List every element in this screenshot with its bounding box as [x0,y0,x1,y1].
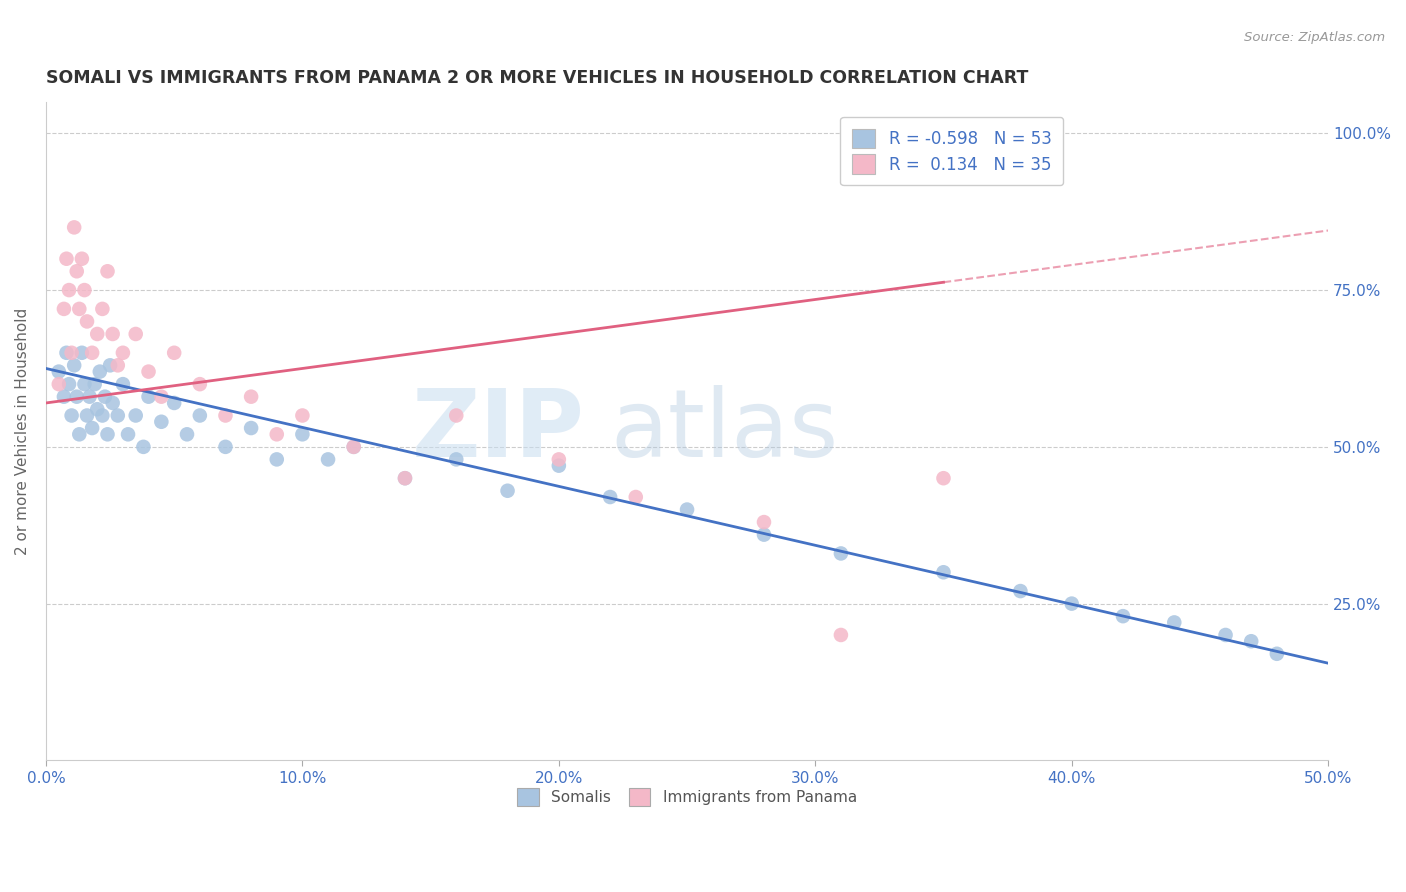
Point [101,326,124,341]
Point [70,346,93,360]
Point [52,390,75,404]
Text: SOMALI VS IMMIGRANTS FROM PANAMA 2 OR MORE VEHICLES IN HOUSEHOLD CORRELATION CHA: SOMALI VS IMMIGRANTS FROM PANAMA 2 OR MO… [46,69,1028,87]
Point [111,377,134,392]
Point [394,471,416,485]
Point [343,440,366,454]
Point [446,409,468,423]
Point [52,301,75,316]
Point [63,359,86,373]
Legend: Somalis, Immigrants from Panama: Somalis, Immigrants from Panama [512,782,863,812]
Point [91,409,114,423]
Point [547,452,569,467]
Point [73,377,96,392]
Point [98,359,121,373]
Point [86,326,108,341]
Point [63,220,86,235]
Point [107,409,129,423]
Point [107,359,129,373]
Point [60,346,83,360]
Text: Source: ZipAtlas.com: Source: ZipAtlas.com [1244,31,1385,45]
Point [67,301,90,316]
Point [125,326,148,341]
Point [83,377,105,392]
Point [1240,634,1263,648]
Point [624,490,647,504]
Point [932,471,955,485]
Point [830,546,852,560]
Point [932,566,955,580]
Y-axis label: 2 or more Vehicles in Household: 2 or more Vehicles in Household [15,308,30,555]
Point [188,377,211,392]
Point [96,427,118,442]
Point [394,471,416,485]
Point [73,283,96,297]
Point [1010,584,1032,599]
Point [48,365,70,379]
Point [240,421,263,435]
Point [58,377,80,392]
Point [60,409,83,423]
Point [67,427,90,442]
Point [82,421,104,435]
Point [176,427,198,442]
Point [752,527,775,541]
Point [150,415,173,429]
Point [1163,615,1185,630]
Point [132,440,155,454]
Point [291,409,314,423]
Point [58,283,80,297]
Point [76,314,98,328]
Point [240,390,263,404]
Text: atlas: atlas [610,385,838,477]
Point [214,440,236,454]
Point [138,390,160,404]
Point [89,365,111,379]
Point [266,452,288,467]
Point [343,440,366,454]
Point [111,346,134,360]
Point [66,390,89,404]
Point [86,402,108,417]
Point [496,483,519,498]
Point [150,390,173,404]
Point [752,515,775,529]
Point [163,346,186,360]
Point [163,396,186,410]
Point [188,409,211,423]
Point [266,427,288,442]
Point [91,301,114,316]
Point [117,427,139,442]
Point [1215,628,1237,642]
Point [94,390,117,404]
Point [291,427,314,442]
Point [138,365,160,379]
Point [676,502,699,516]
Point [547,458,569,473]
Point [1265,647,1288,661]
Point [55,346,77,360]
Point [48,377,70,392]
Point [55,252,77,266]
Point [70,252,93,266]
Point [830,628,852,642]
Text: ZIP: ZIP [412,385,585,477]
Point [82,346,104,360]
Point [79,390,101,404]
Point [446,452,468,467]
Point [96,264,118,278]
Point [125,409,148,423]
Point [316,452,339,467]
Point [214,409,236,423]
Point [1060,597,1083,611]
Point [66,264,89,278]
Point [76,409,98,423]
Point [101,396,124,410]
Point [599,490,621,504]
Point [1112,609,1135,624]
